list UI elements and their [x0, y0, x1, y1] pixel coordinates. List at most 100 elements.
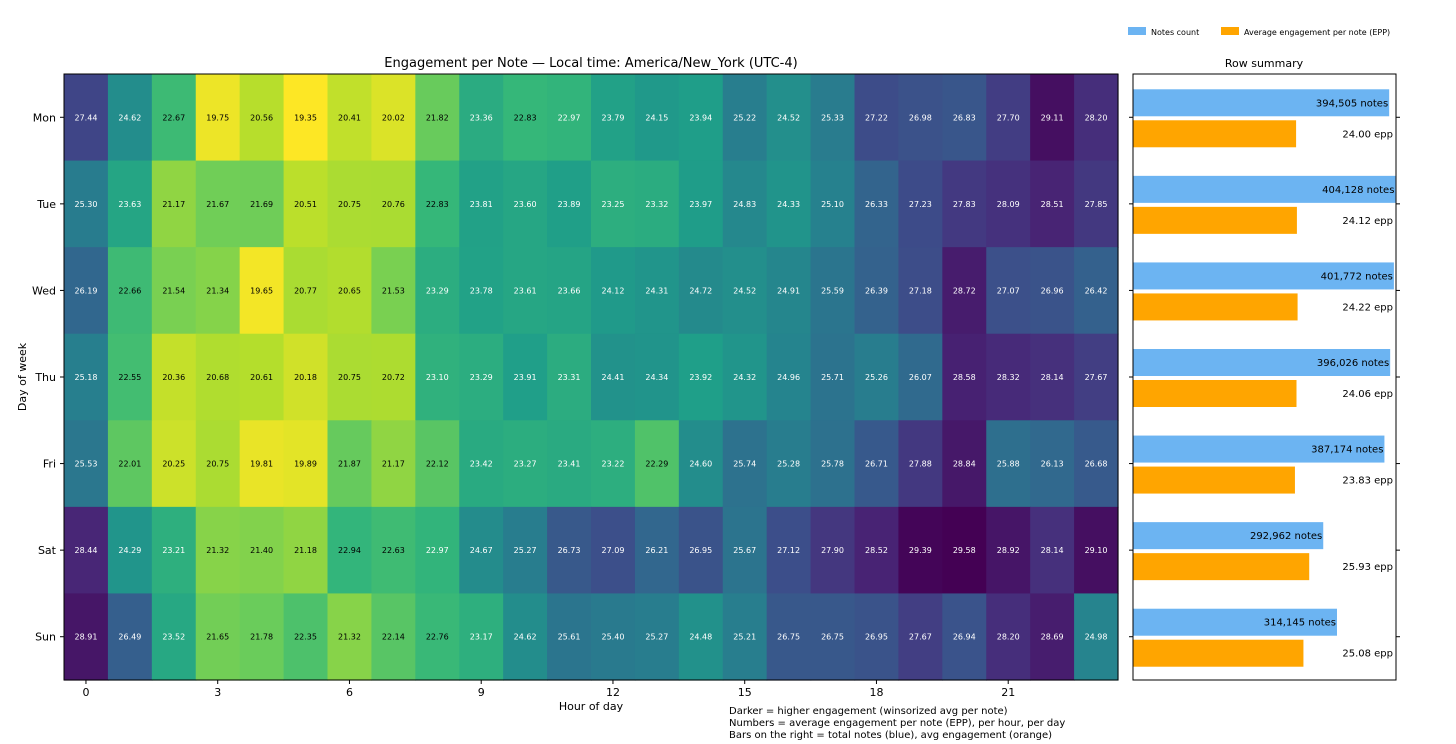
cell-value-label: 21.32	[338, 633, 361, 642]
cell-value-label: 25.26	[865, 373, 888, 382]
heatmap-cell	[547, 593, 592, 681]
x-tick-label: 0	[82, 686, 89, 699]
heatmap-cell	[239, 160, 285, 248]
heatmap-cell	[327, 160, 373, 248]
heatmap-cell	[678, 247, 724, 335]
cell-value-label: 25.74	[733, 460, 756, 469]
cell-value-label: 27.67	[909, 633, 932, 642]
cell-value-label: 23.10	[426, 373, 449, 382]
heatmap-cell	[942, 506, 987, 595]
cell-value-label: 25.28	[777, 460, 800, 469]
legend-label: Notes count	[1151, 28, 1199, 37]
cell-value-label: 20.72	[382, 373, 405, 382]
cell-value-label: 22.97	[426, 546, 449, 555]
cell-value-label: 28.20	[1085, 113, 1108, 122]
cell-value-label: 26.95	[689, 546, 712, 555]
heatmap-cell	[810, 247, 856, 335]
cell-value-label: 26.75	[777, 633, 800, 642]
heatmap-cell	[634, 593, 680, 681]
heatmap-cell	[107, 74, 153, 162]
y-tick-label: Fri	[43, 458, 56, 471]
avg-epp-bar	[1133, 380, 1297, 407]
cell-value-label: 23.22	[602, 460, 625, 469]
cell-value-label: 28.32	[997, 373, 1020, 382]
cell-value-label: 23.32	[645, 200, 668, 209]
heatmap-cell	[195, 506, 241, 595]
notes-count-bar	[1133, 435, 1385, 463]
cell-value-label: 27.88	[909, 460, 932, 469]
x-axis-label: Hour of day	[559, 700, 624, 713]
heatmap-cell	[239, 506, 285, 595]
cell-value-label: 22.29	[645, 460, 668, 469]
heatmap-cell	[107, 593, 153, 681]
notes-count-bar	[1133, 89, 1390, 117]
heatmap-cell	[459, 160, 504, 248]
cell-value-label: 26.75	[821, 633, 844, 642]
cell-value-label: 22.12	[426, 460, 449, 469]
cell-value-label: 27.18	[909, 286, 932, 295]
cell-value-label: 28.58	[953, 373, 976, 382]
heatmap-cell	[986, 74, 1031, 162]
heatmap-cell	[327, 420, 373, 508]
cell-value-label: 23.36	[470, 113, 493, 122]
avg-epp-bar	[1133, 120, 1297, 148]
heatmap-cell	[1074, 420, 1119, 508]
heatmap-cell	[942, 333, 987, 421]
heatmap-cell	[151, 247, 197, 335]
heatmap-cell	[459, 74, 504, 162]
row-summary-frame	[1132, 73, 1397, 681]
cell-value-label: 21.54	[162, 286, 185, 295]
legend-swatch	[1221, 27, 1239, 35]
heatmap-cell	[854, 506, 900, 595]
cell-value-label: 24.83	[733, 200, 756, 209]
cell-value-label: 28.09	[997, 200, 1020, 209]
avg-epp-label: 24.06 epp	[1342, 389, 1393, 400]
heatmap-cell	[942, 160, 987, 248]
notes-count-label: 292,962 notes	[1250, 531, 1322, 542]
cell-value-label: 20.61	[250, 373, 273, 382]
heatmap-cell	[854, 333, 900, 421]
cell-value-label: 21.87	[338, 460, 361, 469]
cell-value-label: 25.18	[75, 373, 98, 382]
heatmap-cell	[107, 160, 153, 248]
cell-value-label: 26.33	[865, 200, 888, 209]
heatmap-cell	[239, 420, 285, 508]
heatmap-cell	[634, 506, 680, 595]
heatmap-cell	[722, 506, 768, 595]
cell-value-label: 23.41	[558, 460, 581, 469]
cell-value-label: 20.75	[338, 200, 361, 209]
cell-value-label: 28.91	[75, 633, 98, 642]
heatmap-cell	[986, 593, 1031, 681]
heatmap-cell	[722, 420, 768, 508]
cell-value-label: 29.39	[909, 546, 932, 555]
cell-value-label: 24.12	[602, 286, 625, 295]
cell-value-label: 23.31	[558, 373, 581, 382]
cell-value-label: 25.27	[645, 633, 668, 642]
heatmap-cell	[503, 593, 548, 681]
heatmap-cell	[151, 593, 197, 681]
avg-epp-label: 23.83 epp	[1342, 476, 1393, 487]
avg-epp-bar	[1133, 553, 1310, 581]
notes-count-label: 404,128 notes	[1322, 185, 1394, 196]
cell-value-label: 25.30	[75, 200, 98, 209]
footnote-line: Bars on the right = total notes (blue), …	[729, 730, 1053, 741]
heatmap-cell	[107, 333, 153, 421]
row-summary-title: Row summary	[1225, 57, 1304, 70]
cell-value-label: 22.66	[118, 286, 141, 295]
heatmap-cell	[986, 506, 1031, 595]
cell-value-label: 23.21	[162, 546, 185, 555]
heatmap-cell	[151, 333, 197, 421]
heatmap-cell	[591, 247, 636, 335]
heatmap-cell	[722, 247, 768, 335]
heatmap-cell	[371, 420, 416, 508]
cell-value-label: 28.52	[865, 546, 888, 555]
heatmap-cell	[503, 160, 548, 248]
heatmap-cell	[1074, 247, 1119, 335]
heatmap-cell	[591, 593, 636, 681]
avg-epp-label: 24.22 epp	[1342, 302, 1393, 313]
heatmap-cell	[986, 420, 1031, 508]
heatmap-cell	[283, 420, 329, 508]
x-tick-label: 15	[738, 686, 752, 699]
heatmap-cell	[591, 420, 636, 508]
heatmap-cell	[1030, 160, 1075, 248]
